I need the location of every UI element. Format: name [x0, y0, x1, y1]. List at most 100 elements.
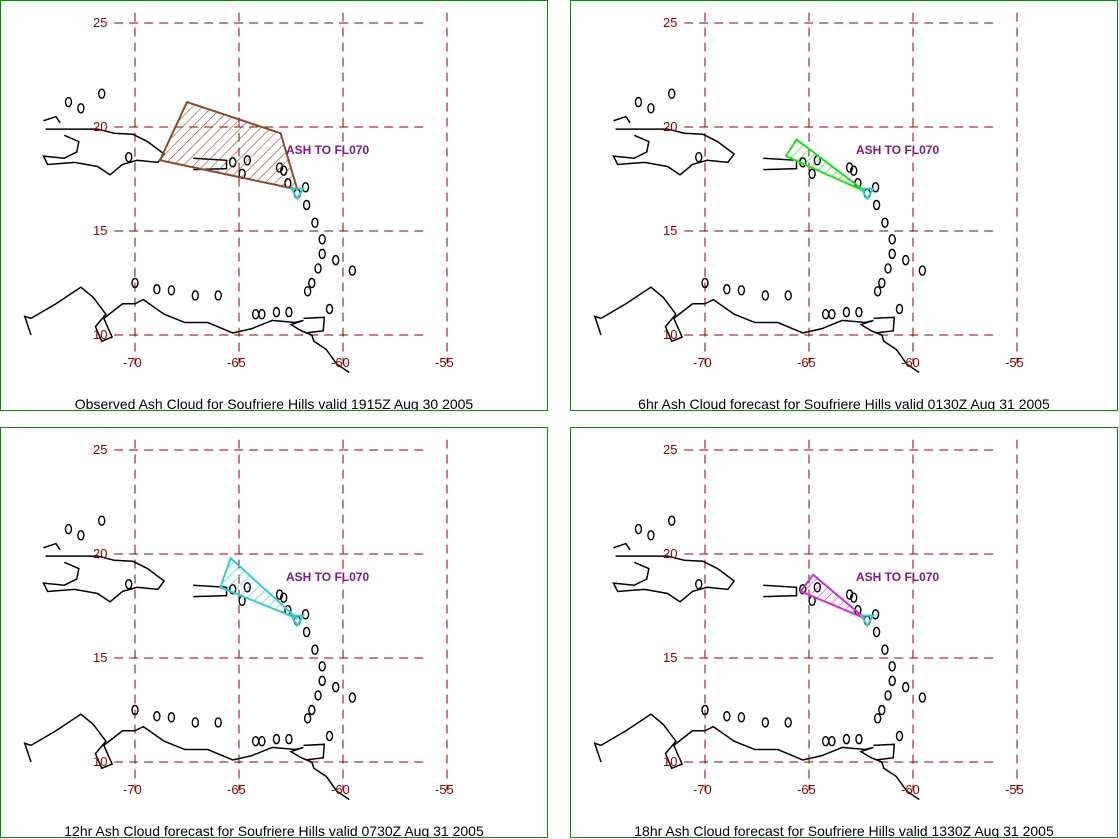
ash-cloud-polygon — [219, 556, 298, 620]
island — [153, 284, 161, 295]
lon-tick-label: -70 — [693, 355, 712, 370]
island — [695, 578, 703, 590]
island — [871, 609, 880, 620]
island — [64, 523, 73, 535]
lat-tick-label: 20 — [93, 546, 108, 561]
coastline — [600, 713, 920, 801]
coastline — [43, 542, 61, 551]
lat-tick-label: 20 — [663, 119, 678, 134]
map-canvas — [593, 12, 1018, 374]
island — [850, 165, 858, 176]
coastline — [303, 316, 326, 334]
island — [167, 712, 176, 723]
lat-tick-label: 25 — [663, 15, 678, 30]
island — [737, 285, 746, 296]
island — [258, 736, 266, 747]
panel-caption: Observed Ash Cloud for Soufriere Hills v… — [74, 396, 474, 411]
island — [888, 661, 896, 672]
island — [761, 717, 770, 728]
coastline — [23, 742, 32, 763]
lon-tick-label: -70 — [693, 782, 712, 797]
island — [258, 309, 266, 320]
coastline — [873, 743, 896, 761]
island — [850, 592, 858, 603]
island — [895, 303, 904, 315]
island — [634, 523, 643, 535]
island — [285, 306, 293, 318]
island — [272, 733, 281, 745]
island — [251, 736, 260, 747]
lat-tick-label: 15 — [93, 650, 108, 665]
lon-tick-label: -60 — [901, 782, 920, 797]
island — [701, 704, 709, 716]
ash-cloud-polygon — [158, 100, 299, 191]
island — [723, 711, 731, 722]
island — [647, 103, 655, 114]
island — [918, 265, 927, 276]
volcano-vent-icon — [289, 614, 306, 628]
island — [301, 609, 310, 620]
island — [308, 277, 316, 289]
island — [881, 644, 889, 655]
lat-tick-label: 20 — [93, 119, 108, 134]
coastline — [42, 555, 166, 603]
island — [98, 88, 106, 99]
lon-tick-label: -55 — [1005, 782, 1024, 797]
island — [275, 589, 284, 600]
volcano-vent-icon — [289, 187, 306, 201]
island — [325, 730, 334, 742]
island — [695, 151, 703, 163]
island — [325, 303, 334, 315]
island — [871, 182, 880, 193]
island — [888, 234, 896, 245]
island — [318, 661, 326, 672]
island — [98, 515, 106, 526]
island — [318, 234, 326, 245]
ash-cloud-polygon — [799, 573, 866, 620]
island — [634, 96, 643, 108]
lon-tick-label: -60 — [901, 355, 920, 370]
island — [77, 530, 85, 541]
island — [668, 88, 676, 99]
lat-tick-label: 10 — [663, 754, 678, 769]
ash-altitude-label: ASH TO FL070 — [856, 570, 940, 584]
island — [821, 736, 830, 747]
lon-tick-label: -65 — [227, 782, 246, 797]
lon-tick-label: -65 — [797, 355, 816, 370]
island — [348, 692, 357, 703]
island — [303, 713, 312, 724]
panel-caption: 6hr Ash Cloud forecast for Soufriere Hil… — [638, 396, 1050, 411]
island — [888, 248, 896, 260]
lat-tick-label: 25 — [93, 442, 108, 457]
lon-tick-label: -55 — [1005, 355, 1024, 370]
island — [784, 290, 792, 301]
map-canvas — [23, 439, 448, 801]
island — [64, 96, 73, 108]
island — [761, 290, 770, 301]
volcano-vent-icon — [859, 187, 876, 201]
island — [272, 306, 281, 318]
lon-tick-label: -70 — [123, 355, 142, 370]
ash-altitude-label: ASH TO FL070 — [856, 143, 940, 157]
lon-tick-label: -60 — [331, 355, 350, 370]
island — [884, 263, 892, 274]
island — [280, 592, 288, 603]
island — [131, 277, 139, 289]
panel-caption: 12hr Ash Cloud forecast for Soufriere Hi… — [64, 823, 484, 838]
lat-tick-label: 15 — [663, 650, 678, 665]
map-panel-6hr: ASH TO FL070 6hr Ash Cloud forecast for … — [570, 0, 1118, 411]
island — [314, 690, 322, 701]
island — [308, 704, 316, 716]
island — [302, 199, 311, 211]
coastline — [613, 115, 631, 124]
island — [668, 515, 676, 526]
coastline — [763, 157, 798, 171]
island — [647, 530, 655, 541]
map-canvas — [593, 439, 1018, 801]
island — [895, 730, 904, 742]
island — [318, 248, 326, 260]
island — [77, 103, 85, 114]
island — [842, 733, 851, 745]
coastline — [763, 584, 798, 598]
island — [737, 712, 746, 723]
